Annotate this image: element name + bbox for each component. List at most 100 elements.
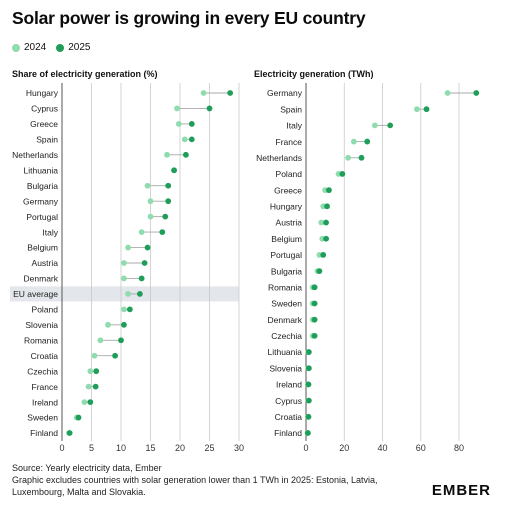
- footer-note-line2: Luxembourg, Malta and Slovakia.: [12, 487, 146, 497]
- dot-2025-share: [118, 337, 124, 344]
- category-label-share: Sweden: [27, 413, 58, 423]
- category-label-share: Portugal: [26, 212, 58, 222]
- dot-2024-share: [144, 182, 151, 189]
- category-label-twh: Bulgaria: [271, 266, 302, 276]
- dot-2024-share: [125, 244, 131, 251]
- tick-label-share: 20: [175, 443, 185, 453]
- category-label-share: Italy: [42, 227, 58, 237]
- category-label-share: Ireland: [32, 397, 58, 407]
- legend-label-2024: 2024: [24, 42, 47, 53]
- dot-2025-share: [92, 383, 99, 390]
- dot-2024-share: [81, 399, 88, 405]
- dot-2024-twh: [371, 122, 378, 129]
- dot-2025-twh: [305, 365, 312, 372]
- dot-2024-share: [164, 151, 170, 158]
- dot-2025-twh: [305, 413, 312, 420]
- dot-2025-twh: [311, 300, 318, 307]
- dot-2024-twh: [414, 106, 420, 113]
- category-label-twh: Czechia: [271, 331, 302, 341]
- dot-2025-twh: [305, 349, 312, 355]
- category-label-twh: Slovenia: [269, 363, 302, 373]
- dot-2024-twh: [345, 154, 351, 161]
- dot-2025-twh: [473, 90, 480, 96]
- category-label-twh: Poland: [276, 169, 303, 179]
- dot-2025-share: [165, 182, 172, 189]
- dot-2025-twh: [324, 203, 330, 210]
- tick-label-twh: 80: [454, 443, 464, 453]
- dot-2025-twh: [311, 284, 318, 291]
- category-label-twh: Austria: [276, 218, 303, 228]
- category-label-twh: Belgium: [271, 234, 302, 244]
- right-panel-title: Electricity generation (TWh): [254, 69, 374, 79]
- category-label-share: Croatia: [31, 351, 59, 361]
- dot-2025-share: [144, 244, 151, 251]
- category-label-share: France: [32, 382, 59, 392]
- dot-2025-share: [227, 90, 234, 96]
- tick-label-twh: 60: [416, 443, 426, 453]
- dot-2024-share: [91, 352, 98, 359]
- tick-label-share: 25: [204, 443, 214, 453]
- highlight-band-share: [10, 286, 239, 302]
- dot-2025-twh: [305, 430, 311, 436]
- dot-charts: 0 5 10 15 20 25 30 Hungary Cyprus Greece Spain Neth…: [10, 83, 480, 453]
- dot-2024-share: [97, 337, 104, 344]
- dot-2025-share: [162, 213, 169, 220]
- dot-2025-twh: [316, 268, 323, 274]
- tick-label-twh: 20: [339, 443, 349, 453]
- category-label-twh: Greece: [274, 185, 302, 195]
- dot-2025-share: [126, 306, 133, 313]
- dot-2024-share: [105, 321, 111, 328]
- tick-label-share: 15: [145, 443, 155, 453]
- dot-2025-twh: [323, 219, 329, 226]
- dot-2025-share: [93, 368, 100, 375]
- dot-2024-share: [121, 275, 127, 282]
- category-label-share: Spain: [36, 135, 58, 145]
- chart-title: Solar power is growing in every EU count…: [12, 8, 366, 28]
- legend-label-2025: 2025: [68, 42, 91, 53]
- legend: 2024 2025: [12, 42, 91, 53]
- category-label-twh: Cyprus: [275, 396, 302, 406]
- category-label-share: Austria: [32, 258, 59, 268]
- tick-label-share: 5: [89, 443, 94, 453]
- category-label-twh: Ireland: [276, 380, 302, 390]
- category-label-share: Bulgaria: [27, 181, 58, 191]
- dot-2025-share: [121, 321, 127, 328]
- dot-2025-twh: [311, 316, 318, 323]
- tick-label-twh: 40: [378, 443, 388, 453]
- category-label-twh: France: [276, 137, 303, 147]
- tick-label-share: 10: [116, 443, 126, 453]
- tick-label-share: 30: [234, 443, 244, 453]
- ember-logo: EMBER: [431, 482, 491, 499]
- category-label-twh: Lithuania: [267, 347, 302, 357]
- category-label-share: Czechia: [27, 366, 58, 376]
- dot-2024-share: [147, 213, 154, 220]
- footer: Source: Yearly electricity data, Ember G…: [12, 462, 412, 498]
- category-label-twh: Finland: [274, 428, 302, 438]
- dot-2025-twh: [311, 332, 318, 339]
- category-label-share: Finland: [30, 428, 58, 438]
- dot-2025-twh: [305, 397, 312, 404]
- category-label-share: EU average: [13, 289, 58, 299]
- category-label-twh: Romania: [268, 282, 302, 292]
- category-label-twh: Netherlands: [256, 153, 302, 163]
- category-label-share: Cyprus: [31, 104, 58, 114]
- category-label-twh: Sweden: [271, 299, 302, 309]
- dot-2025-twh: [305, 381, 312, 388]
- dot-2025-twh: [326, 187, 332, 194]
- category-label-twh: Croatia: [275, 412, 303, 422]
- dot-2024-twh: [350, 138, 357, 145]
- dot-2024-share: [138, 229, 145, 235]
- tick-label-share: 0: [59, 443, 64, 453]
- dot-2025-share: [183, 151, 189, 158]
- category-label-share: Germany: [23, 196, 59, 206]
- dot-2025-share: [87, 399, 94, 405]
- dot-2025-twh: [423, 106, 430, 113]
- category-label-share: Slovenia: [25, 320, 58, 330]
- dot-2024-share: [87, 368, 94, 375]
- dot-2025-share: [66, 430, 73, 436]
- category-label-twh: Denmark: [268, 315, 303, 325]
- category-label-twh: Portugal: [270, 250, 302, 260]
- dot-2024-twh: [444, 90, 451, 96]
- legend-item-2025: 2025: [56, 42, 91, 53]
- dot-2025-share: [112, 352, 118, 359]
